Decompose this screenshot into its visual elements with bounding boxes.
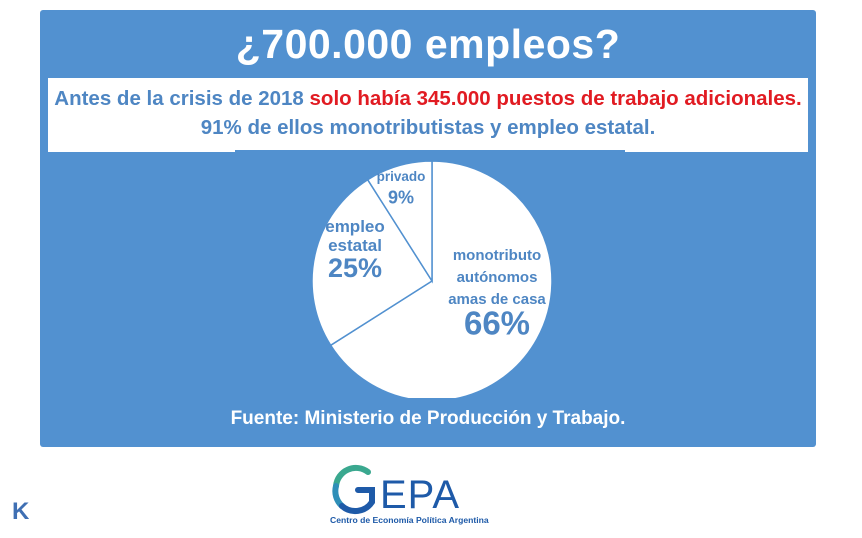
- page-title: ¿700.000 empleos?: [235, 21, 621, 67]
- pie-slice: [329, 160, 553, 402]
- slice-label: monotributo: [453, 247, 541, 264]
- logo-wordmark: EPA: [380, 473, 460, 517]
- gepa-logo: EPA Centro de Economía Política Argentin…: [328, 460, 528, 530]
- slice-value-label: 66%: [464, 304, 530, 341]
- subtitle-highlight: solo había 345.000 puestos de trabajo ad…: [309, 87, 802, 110]
- subtitle-box: Antes de la crisis de 2018 solo había 34…: [48, 78, 808, 152]
- slice-value-label: 25%: [328, 253, 382, 283]
- slice-label: empleo: [325, 217, 385, 236]
- slice-label: amas de casa: [448, 291, 546, 308]
- slice-label: privado: [377, 169, 426, 184]
- k-logo-icon: K: [12, 498, 30, 525]
- subtitle-part2: 91% de ellos monotributistas y empleo es…: [200, 116, 656, 139]
- pie-slice: [311, 178, 434, 347]
- subtitle-part1: Antes de la crisis de 2018: [54, 87, 310, 110]
- pie-slice: [366, 160, 433, 284]
- slice-value-label: 9%: [388, 188, 414, 208]
- slice-label: autónomos: [457, 269, 538, 286]
- slice-label: estatal: [328, 236, 382, 255]
- source-note: Fuente: Ministerio de Producción y Traba…: [230, 408, 626, 429]
- infographic-card: ¿700.000 empleos? Antes de la crisis de …: [40, 10, 816, 447]
- subtitle: Antes de la crisis de 2018 solo había 34…: [48, 78, 808, 142]
- logo-tagline: Centro de Economía Política Argentina: [330, 515, 489, 525]
- chart-area: monotributo autónomos amas de casa 66% emple…: [235, 150, 625, 402]
- logo-g-mark-icon: [332, 464, 375, 515]
